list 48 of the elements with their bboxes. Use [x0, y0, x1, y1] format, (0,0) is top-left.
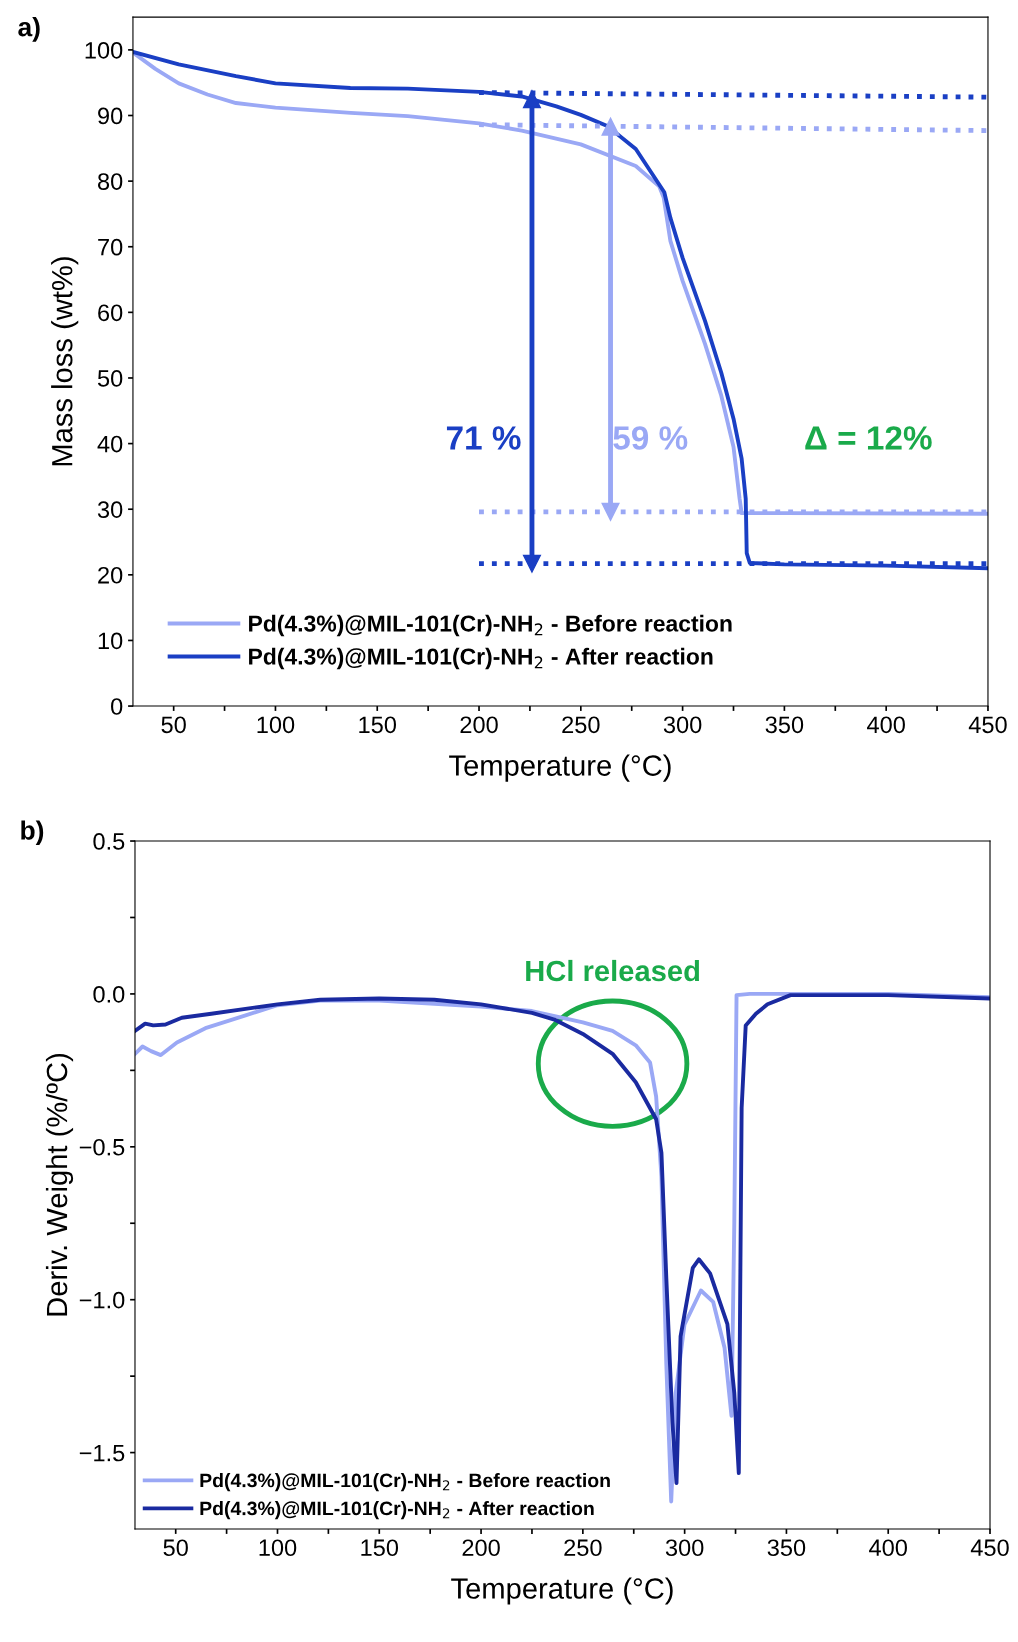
- y-tick-label: 100: [85, 41, 123, 59]
- x-tick-label: 400: [867, 716, 905, 734]
- x-tick-label: 300: [665, 1539, 704, 1557]
- y-tick-label: −1.0: [79, 1291, 125, 1309]
- legend-label: Pd(4.3%)@MIL-101(Cr)-NH$_{2}$ - After reaction: [249, 647, 713, 670]
- y-tick-label: 90: [98, 107, 123, 125]
- x-tick-label: 450: [970, 1539, 1009, 1557]
- annotation: 59 %: [613, 426, 688, 450]
- y-tick-label: −1.5: [79, 1444, 125, 1462]
- y-tick-label: 80: [97, 173, 123, 190]
- x-tick-label: 50: [163, 1539, 188, 1557]
- y-tick-label: 60: [98, 304, 123, 322]
- x-axis-title: Temperature (°C): [449, 754, 671, 782]
- y-tick-label: 10: [98, 632, 123, 650]
- legend-label: Pd(4.3%)@MIL-101(Cr)-NH$_{2}$ - After reaction: [200, 1501, 594, 1520]
- y-tick-label: 70: [98, 238, 123, 256]
- x-tick-label: 200: [462, 1539, 500, 1557]
- x-tick-label: 100: [259, 1539, 297, 1557]
- x-tick-label: 200: [460, 716, 498, 734]
- chart-title: a): [18, 17, 40, 42]
- x-tick-label: 350: [767, 1539, 806, 1557]
- x-tick-label: 100: [257, 716, 295, 734]
- y-tick-label: 0: [111, 698, 123, 715]
- x-tick-label: 150: [359, 716, 397, 734]
- x-tick-label: 150: [361, 1539, 399, 1557]
- y-tick-label: 20: [98, 566, 123, 584]
- y-tick-label: 40: [97, 435, 123, 453]
- x-tick-label: 350: [765, 716, 804, 734]
- chart-title: b): [21, 820, 44, 845]
- x-tick-label: 400: [869, 1539, 907, 1557]
- y-tick-label: 0.5: [93, 833, 125, 850]
- annotation: HCl released: [526, 959, 700, 982]
- legend-label: Pd(4.3%)@MIL-101(Cr)-NH$_{2}$ - Before reaction: [249, 614, 732, 637]
- y-axis-title: Deriv. Weight (%/ºC): [45, 1054, 74, 1316]
- y-axis-title: Mass loss (wt%): [51, 257, 79, 466]
- x-axis-title: Temperature (°C): [451, 1577, 673, 1605]
- annotation: 71 %: [446, 426, 521, 450]
- y-tick-label: 30: [97, 501, 123, 518]
- legend-label: Pd(4.3%)@MIL-101(Cr)-NH$_{2}$ - Before reaction: [200, 1473, 610, 1492]
- x-tick-label: 250: [562, 716, 600, 734]
- x-tick-label: 300: [663, 716, 702, 734]
- x-tick-label: 50: [161, 716, 186, 734]
- x-tick-label: 450: [968, 716, 1007, 734]
- annotation: Δ = 12%: [805, 426, 932, 450]
- x-tick-label: 250: [564, 1539, 602, 1557]
- y-tick-label: 50: [97, 370, 123, 387]
- y-tick-label: 0.0: [93, 985, 125, 1003]
- y-tick-label: −0.5: [79, 1138, 125, 1156]
